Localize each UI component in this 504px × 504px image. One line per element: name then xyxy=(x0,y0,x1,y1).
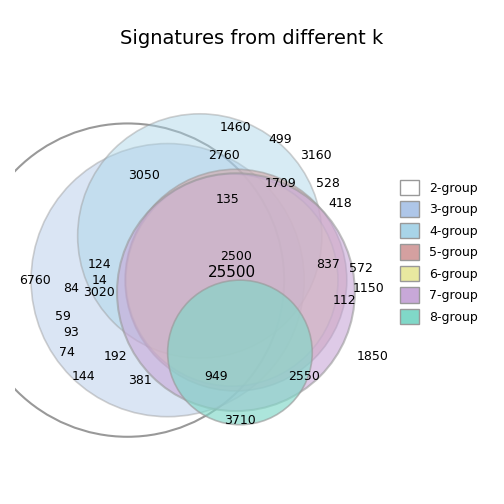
Text: 1460: 1460 xyxy=(220,121,251,134)
Text: 381: 381 xyxy=(128,374,151,387)
Text: 74: 74 xyxy=(59,346,75,359)
Text: 837: 837 xyxy=(317,258,340,271)
Text: 3050: 3050 xyxy=(128,169,159,182)
Text: 572: 572 xyxy=(349,262,372,275)
Text: 192: 192 xyxy=(104,350,127,363)
Circle shape xyxy=(78,114,322,358)
Text: 499: 499 xyxy=(268,133,292,146)
Circle shape xyxy=(31,144,304,417)
Text: 2760: 2760 xyxy=(208,149,240,162)
Text: 93: 93 xyxy=(64,326,79,339)
Text: 3160: 3160 xyxy=(300,149,332,162)
Text: 1150: 1150 xyxy=(353,282,385,295)
Title: Signatures from different k: Signatures from different k xyxy=(120,29,384,48)
Circle shape xyxy=(117,173,355,411)
Text: 84: 84 xyxy=(64,282,79,295)
Text: 135: 135 xyxy=(216,193,240,206)
Text: 418: 418 xyxy=(329,197,352,210)
Text: 2550: 2550 xyxy=(288,370,320,383)
Text: 3020: 3020 xyxy=(84,286,115,299)
Text: 3710: 3710 xyxy=(224,414,256,427)
Text: 2500: 2500 xyxy=(220,249,252,263)
Text: 6760: 6760 xyxy=(19,274,51,287)
Text: 14: 14 xyxy=(92,274,107,287)
Text: 59: 59 xyxy=(55,310,71,323)
Text: 25500: 25500 xyxy=(208,265,256,280)
Legend: 2-group, 3-group, 4-group, 5-group, 6-group, 7-group, 8-group: 2-group, 3-group, 4-group, 5-group, 6-gr… xyxy=(395,175,483,329)
Text: 949: 949 xyxy=(204,370,228,383)
Text: 112: 112 xyxy=(333,294,356,307)
Circle shape xyxy=(126,174,338,386)
Text: 124: 124 xyxy=(88,258,111,271)
Circle shape xyxy=(168,280,312,425)
Circle shape xyxy=(125,169,347,391)
Text: 144: 144 xyxy=(72,370,95,383)
Text: 528: 528 xyxy=(317,177,340,190)
Text: 1850: 1850 xyxy=(356,350,389,363)
Text: 1709: 1709 xyxy=(264,177,296,190)
